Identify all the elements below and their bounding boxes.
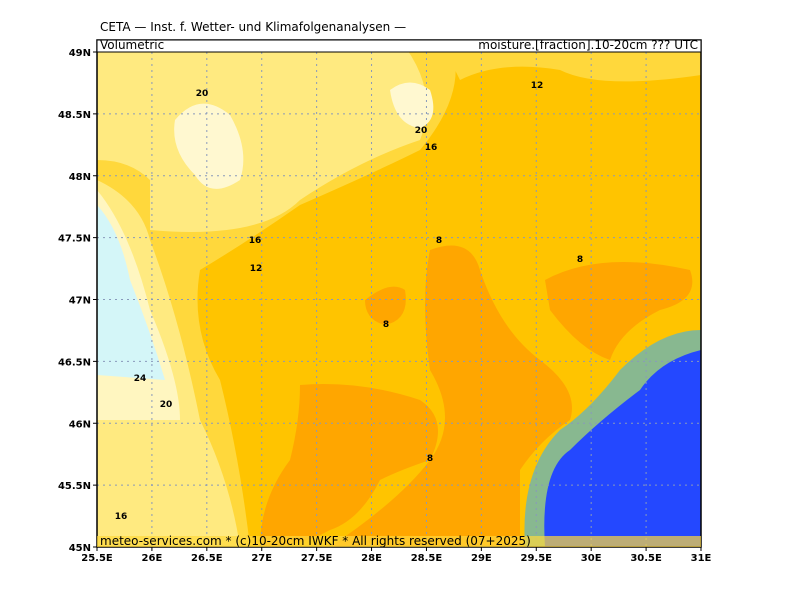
contour-label: 24 <box>134 374 147 384</box>
x-tick-label: 27E <box>251 553 272 564</box>
contour-label: 12 <box>250 264 263 274</box>
x-tick-label: 29.5E <box>521 553 553 564</box>
field-8-center <box>330 245 572 547</box>
field-24 <box>97 205 165 380</box>
map-fill <box>97 40 701 547</box>
y-tick-label: 48N <box>69 172 91 183</box>
header-right: moisture.[fraction].10-20cm ??? UTC <box>478 38 698 52</box>
labels: 25.5E 26E 26.5E 27E 27.5E 28E 28.5E 29E 29.5E 30E… <box>58 48 712 564</box>
contour-label: 20 <box>196 89 209 99</box>
field-20-a <box>174 103 244 189</box>
y-tick-label: 49N <box>69 48 91 59</box>
x-tick-label: 31E <box>691 553 712 564</box>
y-tick-label: 46.5N <box>58 357 91 368</box>
contour-label: 20 <box>160 400 173 410</box>
y-tick-label: 47.5N <box>58 234 91 245</box>
contour-label: 8 <box>383 320 389 330</box>
contour-label: 16 <box>249 236 262 246</box>
footer-bar <box>97 536 701 547</box>
field-8-east <box>545 262 693 360</box>
x-tick-label: 30.5E <box>630 553 662 564</box>
y-tick-label: 46N <box>69 419 91 430</box>
field-8-small <box>365 286 406 325</box>
y-tick-label: 45N <box>69 543 91 554</box>
contour-label: 8 <box>427 454 433 464</box>
contour-label: 8 <box>577 255 583 265</box>
x-tick-label: 28E <box>361 553 382 564</box>
y-tick-label: 45.5N <box>58 481 91 492</box>
x-tick-label: 30E <box>581 553 602 564</box>
sea <box>544 350 701 547</box>
header-bar <box>96 39 702 53</box>
footer: meteo-services.com * (c)10-20cm IWKF * A… <box>100 534 531 548</box>
contour-label: 16 <box>425 143 438 153</box>
x-tick-label: 28.5E <box>411 553 443 564</box>
field-20-b <box>390 82 434 128</box>
x-tick-label: 25.5E <box>81 553 113 564</box>
map-title: CETA — Inst. f. Wetter- und Klimafolgena… <box>100 20 406 34</box>
contour-label: 12 <box>531 81 544 91</box>
contour-label: 8 <box>436 236 442 246</box>
header-left: Volumetric <box>100 38 164 52</box>
contour-label: 20 <box>415 126 428 136</box>
x-tick-label: 29E <box>471 553 492 564</box>
y-tick-label: 47N <box>69 296 91 307</box>
x-tick-label: 26E <box>142 553 163 564</box>
x-tick-label: 27.5E <box>301 553 333 564</box>
y-tick-label: 48.5N <box>58 110 91 121</box>
contour-label: 16 <box>115 512 128 522</box>
field-8-south <box>260 384 438 547</box>
x-tick-label: 26.5E <box>191 553 223 564</box>
